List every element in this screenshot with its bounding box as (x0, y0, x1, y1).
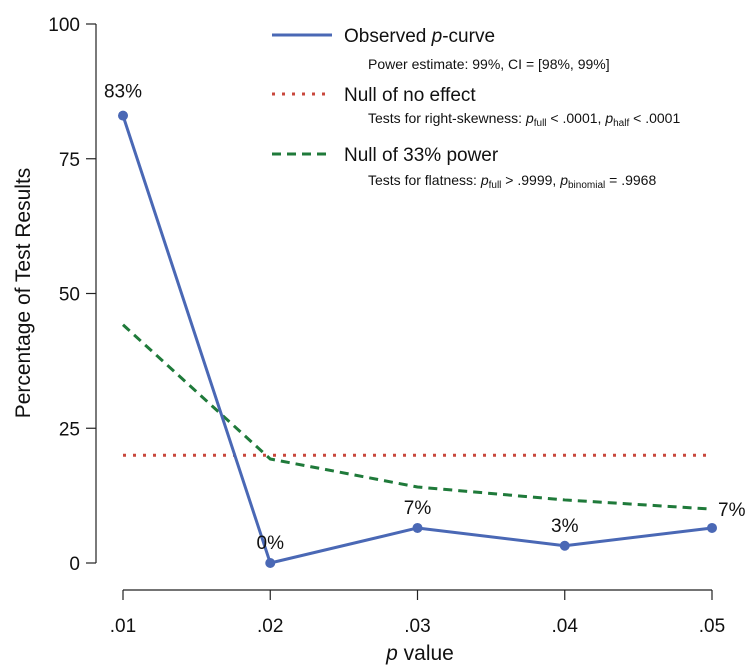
y-ticks: 0 25 50 75 100 (48, 15, 96, 575)
x-tick-label: .04 (552, 616, 579, 637)
data-labels: 83% 0% 7% 3% 7% (104, 82, 746, 554)
y-tick-label: 50 (59, 285, 80, 306)
x-tick-label: .01 (110, 616, 136, 637)
data-label-observed: 7% (404, 498, 432, 519)
data-label-observed: 7% (718, 500, 746, 521)
legend-label-null-no-effect: Null of no effect (344, 85, 476, 106)
legend-note-null-no-effect: Tests for right-skewness: pfull < .0001,… (368, 110, 680, 129)
data-label-observed: 83% (104, 82, 142, 103)
y-tick-label: 100 (48, 15, 80, 36)
series-layer (118, 110, 717, 568)
y-tick-label: 75 (59, 150, 80, 171)
data-point-observed (265, 558, 276, 568)
data-point-observed (118, 110, 128, 121)
x-tick-label: .03 (404, 616, 430, 637)
axes: 0 25 50 75 100 .01 .02 .03 .04 .05 (48, 15, 725, 637)
x-axis-title-rest: value (398, 642, 454, 665)
x-ticks: .01 .02 .03 .04 .05 (110, 590, 725, 637)
legend-label-observed: Observed p-curve (344, 26, 495, 47)
x-axis-title-italic: p (385, 642, 398, 665)
y-axis-title: Percentage of Test Results (12, 168, 35, 419)
data-point-observed (559, 540, 570, 551)
x-tick-label: .02 (257, 616, 283, 637)
data-label-observed: 3% (551, 516, 579, 537)
series-line-null-33-power (121, 323, 713, 511)
data-point-observed (412, 522, 423, 533)
legend-note-observed: Power estimate: 99%, CI = [98%, 99%] (368, 56, 610, 72)
legend: Observed p-curve Power estimate: 99%, CI… (272, 26, 680, 191)
y-tick-label: 25 (59, 419, 80, 440)
x-axis-title: p value (385, 642, 454, 665)
data-label-observed: 0% (257, 533, 285, 554)
legend-label-null-33-power: Null of 33% power (344, 145, 499, 166)
legend-note-null-33-power: Tests for flatness: pfull > .9999, pbino… (368, 172, 656, 191)
y-tick-label: 0 (69, 554, 80, 575)
x-tick-label: .05 (699, 616, 725, 637)
data-point-observed (707, 522, 717, 533)
